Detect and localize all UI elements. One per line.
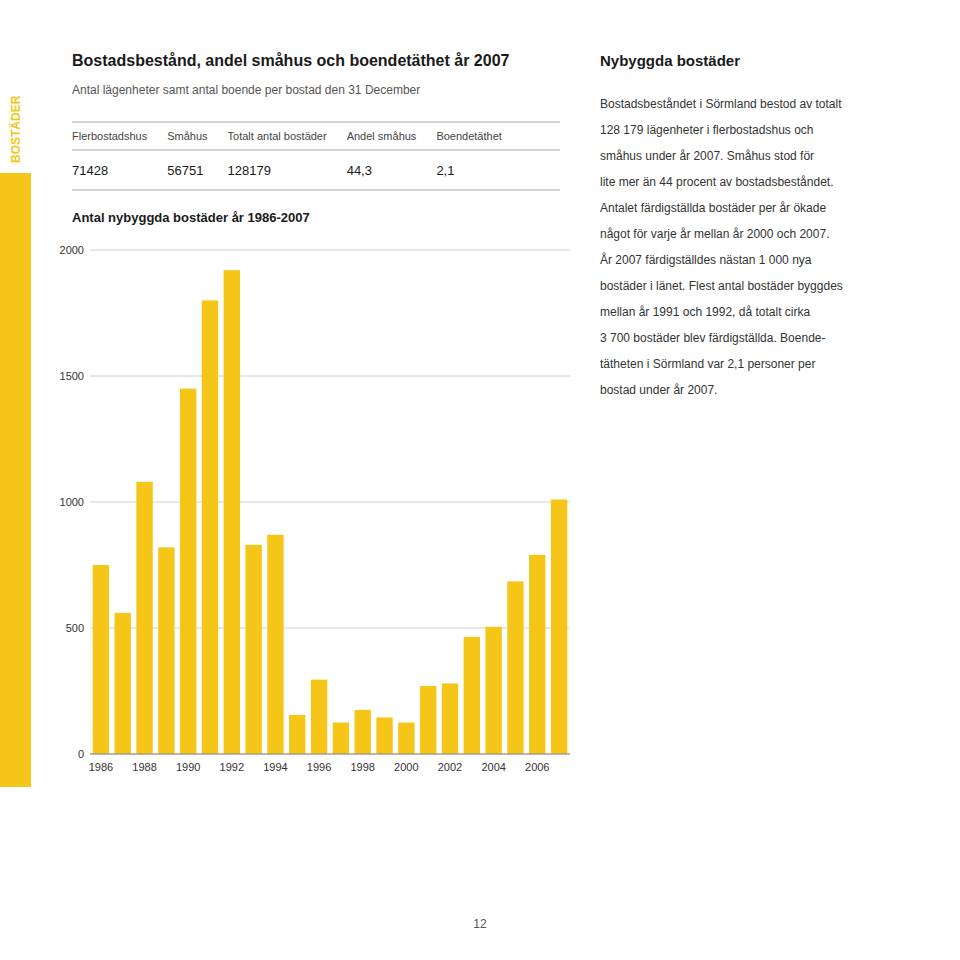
subtitle: Antal lägenheter samt antal boende per b… [72, 83, 420, 97]
right-text-line: något för varje år mellan år 2000 och 20… [600, 227, 829, 241]
table: Flerbostadshus 71428 Småhus 56751 Totalt ant… [72, 122, 560, 190]
bar [507, 581, 523, 754]
right-text-line: småhus under år 2007. Småhus stod för [600, 149, 814, 163]
bar [115, 613, 131, 754]
table-value: 71428 [72, 163, 108, 178]
bar [398, 723, 414, 755]
bar [376, 717, 392, 754]
table-value: 56751 [167, 163, 203, 178]
grid-line [90, 376, 570, 377]
table-header: Boendetäthet [436, 130, 501, 142]
right-panel: Nybyggda bostäder Bostadsbeståndet i Sörm… [600, 52, 843, 397]
bar [311, 680, 327, 754]
table-header: Andel småhus [347, 130, 417, 142]
page: BOSTÄDER Bostadsbestånd, andel småhus och… [0, 0, 960, 960]
right-title: Nybyggda bostäder [600, 52, 740, 69]
table-rule [72, 150, 560, 151]
right-text-line: lite mer än 44 procent av bostadsbestånd… [600, 175, 833, 189]
grid-line [90, 502, 570, 503]
x-tick-label: 2004 [481, 761, 505, 773]
chart-title: Antal nybyggda bostäder år 1986-2007 [72, 210, 310, 225]
y-tick-label: 1000 [60, 496, 84, 508]
y-tick-label: 500 [66, 622, 84, 634]
bar [551, 499, 567, 754]
x-tick-label: 1988 [132, 761, 156, 773]
y-tick-label: 0 [78, 748, 84, 760]
bar-chart: 0 500 1000 1500 2000 1986 1988 1990 1992 1994 1996… [60, 244, 570, 773]
right-text-line: År 2007 färdigställdes nästan 1 000 nya [600, 252, 812, 267]
bar [180, 389, 196, 754]
bar [289, 715, 305, 754]
table-rule [72, 190, 560, 191]
bar [333, 723, 349, 755]
y-tick-label: 1500 [60, 370, 84, 382]
x-tick-label: 1998 [350, 761, 374, 773]
bar [442, 683, 458, 754]
bar [485, 627, 501, 754]
grid-line [90, 754, 570, 755]
table-header: Småhus [167, 130, 208, 142]
bar [224, 270, 240, 754]
right-text-line: tätheten i Sörmland var 2,1 personer per [600, 357, 815, 371]
table-header: Totalt antal bostäder [228, 130, 327, 142]
x-tick-label: 1992 [220, 761, 244, 773]
right-text-line: 128 179 lägenheter i flerbostadshus och [600, 123, 814, 137]
bar [355, 710, 371, 754]
grid-line [90, 250, 570, 251]
bar [136, 482, 152, 754]
bar [267, 535, 283, 754]
title: Bostadsbestånd, andel småhus och boendet… [72, 52, 510, 69]
bars [93, 270, 568, 754]
right-text-line: 3 700 bostäder blev färdigställda. Boend… [600, 331, 826, 345]
x-tick-label: 1994 [263, 761, 287, 773]
x-tick-label: 2006 [525, 761, 549, 773]
bar [420, 686, 436, 754]
sidebar [0, 173, 31, 787]
x-tick-label: 1986 [89, 761, 113, 773]
bar [158, 547, 174, 754]
table-rule [72, 122, 560, 123]
table-header: Flerbostadshus [72, 130, 148, 142]
right-text-line: Bostadsbeståndet i Sörmland bestod av to… [600, 97, 842, 111]
y-tick-label: 2000 [60, 244, 84, 256]
table-value: 128179 [228, 163, 271, 178]
right-text-line: Antalet färdigställda bostäder per år ök… [600, 201, 826, 215]
bar [93, 565, 109, 754]
table-value: 44,3 [347, 163, 372, 178]
x-tick-label: 1996 [307, 761, 331, 773]
x-tick-label: 2002 [438, 761, 462, 773]
bar [464, 637, 480, 754]
table-value: 2,1 [436, 163, 454, 178]
y-axis: 0 500 1000 1500 2000 [60, 244, 570, 760]
x-tick-label: 2000 [394, 761, 418, 773]
sidebar-text: BOSTÄDER [8, 95, 23, 163]
bar [202, 300, 218, 754]
right-text-line: bostad under år 2007. [600, 383, 717, 397]
bar [529, 555, 545, 754]
x-tick-label: 1990 [176, 761, 200, 773]
background [0, 0, 960, 960]
x-axis: 1986 1988 1990 1992 1994 1996 1998 2000 2002 2004… [89, 754, 570, 773]
right-text-line: mellan år 1991 och 1992, då totalt cirka [600, 305, 810, 319]
page-number: 12 [473, 917, 487, 931]
x-axis-line [90, 754, 570, 755]
bar [245, 545, 261, 754]
right-text-line: bostäder i länet. Flest antal bostäder b… [600, 279, 843, 293]
